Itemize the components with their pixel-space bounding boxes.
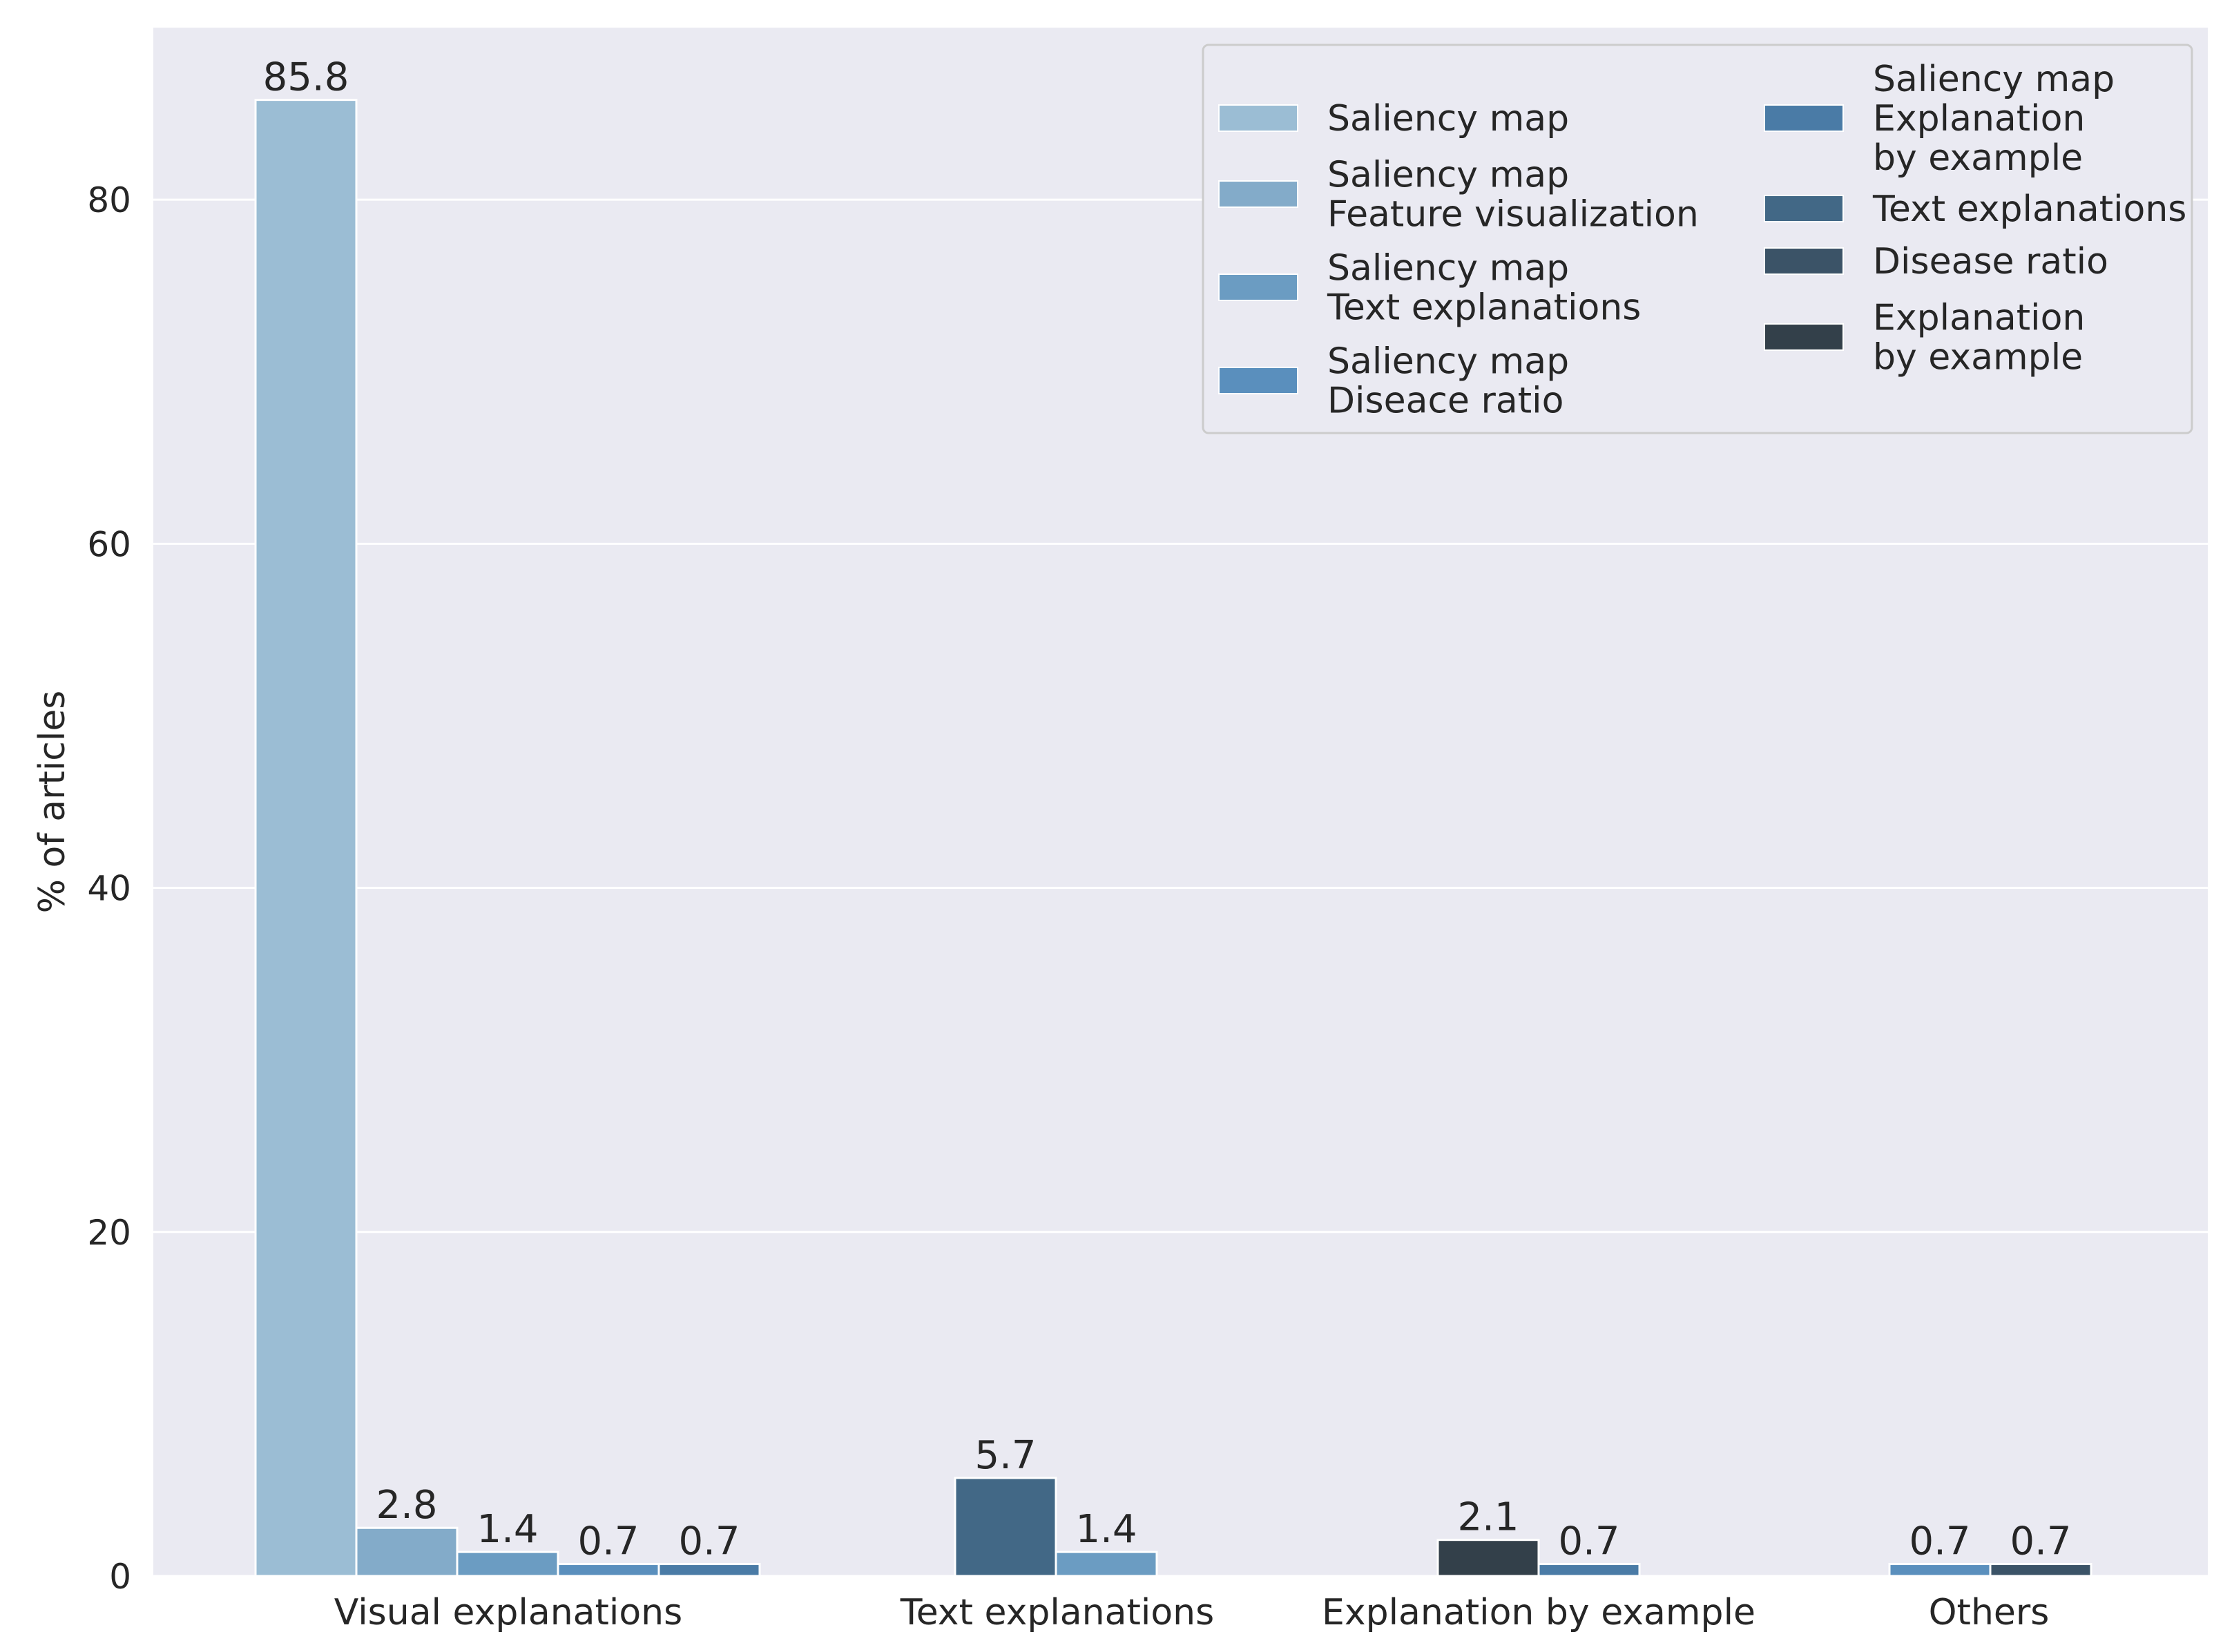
y-tick-label: 80 — [87, 180, 131, 220]
y-tick-label: 0 — [109, 1557, 131, 1597]
bar — [254, 99, 358, 1577]
y-axis-label: % of articles — [32, 691, 73, 914]
legend-swatch — [1218, 180, 1298, 208]
x-tick-label: Others — [1929, 1592, 2050, 1633]
legend-label: by example — [1873, 137, 2083, 179]
legend-label: Text explanations — [1872, 189, 2186, 230]
y-tick-label: 20 — [87, 1213, 131, 1253]
legend-swatch — [1764, 247, 1844, 275]
bar-value-label: 0.7 — [678, 1519, 740, 1564]
x-axis: Visual explanations Text explanations Expl… — [334, 1592, 2050, 1633]
bar-value-label: 0.7 — [2010, 1519, 2071, 1564]
legend-swatch — [1764, 104, 1844, 132]
bar-value-label: 85.8 — [263, 55, 349, 100]
legend-label: Explanation — [1873, 298, 2085, 339]
legend-label: by example — [1873, 337, 2083, 378]
legend-swatch — [1764, 195, 1844, 222]
legend-label: Feature visualization — [1327, 194, 1699, 236]
bar-value-label: 1.4 — [477, 1507, 538, 1552]
bar — [1436, 1539, 1540, 1577]
bar — [1055, 1550, 1158, 1577]
bars — [254, 99, 2092, 1577]
legend-label: Saliency map — [1327, 248, 1569, 289]
bar — [557, 1563, 660, 1577]
legend-label: Saliency map — [1873, 59, 2115, 100]
legend-label: Diseace ratio — [1327, 381, 1563, 422]
x-tick-label: Explanation by example — [1322, 1592, 1755, 1633]
bar — [657, 1563, 761, 1577]
legend-swatch — [1218, 273, 1298, 301]
legend-item: Text explanations — [1764, 189, 2186, 230]
x-tick-label: Text explanations — [900, 1592, 1214, 1633]
bar-value-label: 0.7 — [577, 1519, 639, 1564]
bar — [1888, 1563, 1992, 1577]
x-tick-label: Visual explanations — [334, 1592, 682, 1633]
bar-labels: 85.8 2.8 1.4 0.7 0.7 5.7 1.4 2.1 0.7 0.7 0.7 — [263, 55, 2072, 1564]
legend-label: Text explanations — [1327, 287, 1641, 329]
bar-value-label: 0.7 — [1558, 1519, 1619, 1564]
legend-swatch — [1764, 323, 1844, 351]
legend-label: Explanation — [1873, 98, 2085, 140]
bar — [954, 1477, 1057, 1577]
legend-item: Saliency map — [1218, 98, 1569, 140]
bar — [456, 1550, 559, 1577]
legend-item: Disease ratio — [1764, 241, 2108, 282]
legend-label: Saliency map — [1327, 155, 1569, 196]
bar-value-label: 1.4 — [1075, 1507, 1137, 1552]
bar — [355, 1526, 459, 1577]
bar-value-label: 2.8 — [376, 1483, 437, 1528]
legend-label: Saliency map — [1327, 98, 1569, 140]
y-tick-label: 60 — [87, 524, 131, 564]
legend-swatch — [1218, 367, 1298, 394]
bar — [1537, 1563, 1641, 1577]
y-axis: 0 20 40 60 80 — [87, 180, 131, 1597]
bar — [1989, 1563, 2092, 1577]
legend-label: Saliency map — [1327, 341, 1569, 383]
y-tick-label: 40 — [87, 869, 131, 909]
bar-value-label: 0.7 — [1909, 1519, 1970, 1564]
bar-value-label: 5.7 — [974, 1433, 1036, 1478]
bar-value-label: 2.1 — [1457, 1495, 1519, 1540]
legend-box — [1202, 44, 2193, 434]
legend-label: Disease ratio — [1873, 241, 2108, 282]
legend-swatch — [1218, 104, 1298, 132]
